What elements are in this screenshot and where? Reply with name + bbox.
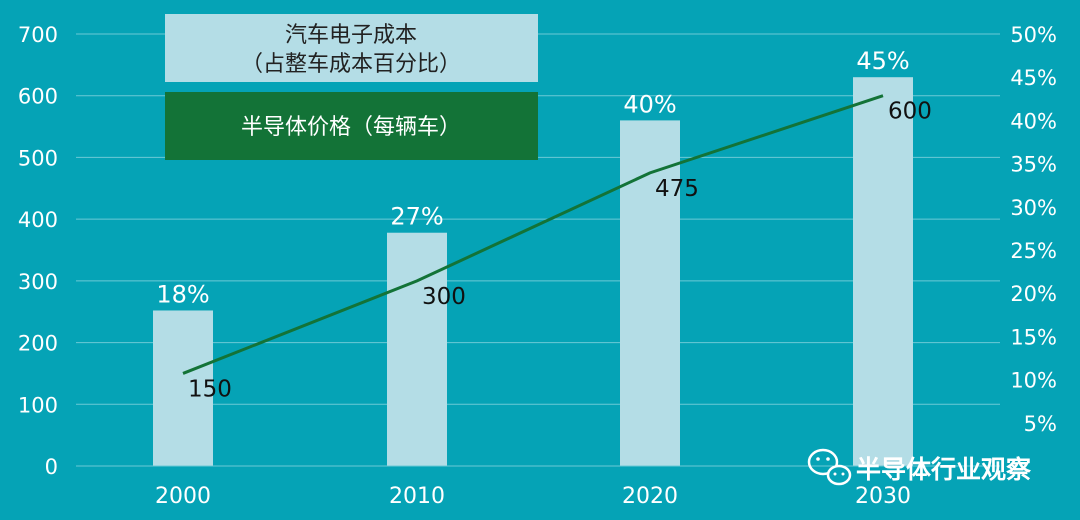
right-axis-ticks: 5% 10% 15% 20% 25% 30% 35% 40% 45% 50% — [1010, 23, 1057, 436]
right-axis-tick-label: 45% — [1010, 66, 1057, 90]
left-axis-ticks: 0 100 200 300 400 500 600 700 — [18, 23, 58, 479]
left-axis-tick-label: 200 — [18, 332, 58, 356]
bar — [620, 120, 680, 467]
x-axis-tick-label: 2000 — [155, 484, 211, 509]
right-axis-tick-label: 15% — [1010, 325, 1057, 349]
left-axis-tick-label: 400 — [18, 208, 58, 232]
bar-labels: 18% 27% 40% 45% — [156, 47, 909, 308]
watermark-text: 半导体行业观察 — [856, 455, 1032, 484]
right-axis-tick-label: 35% — [1010, 153, 1057, 177]
watermark: 半导体行业观察 — [807, 448, 1032, 486]
x-axis-tick-label: 2030 — [855, 484, 911, 509]
bar-value-label: 40% — [623, 90, 676, 118]
legend-line-label: 半导体价格（每辆车） — [241, 115, 461, 140]
bar-value-label: 27% — [390, 203, 443, 231]
right-axis-tick-label: 20% — [1010, 282, 1057, 306]
x-axis-tick-label: 2020 — [622, 484, 678, 509]
line-value-label: 300 — [422, 284, 466, 310]
left-axis-tick-label: 500 — [18, 146, 58, 170]
line-series — [182, 94, 884, 375]
x-axis-ticks: 2000 2010 2020 2030 — [76, 465, 1000, 509]
bar-value-label: 18% — [156, 280, 209, 308]
line-value-label: 150 — [188, 376, 232, 402]
legend: 汽车电子成本 （占整车成本百分比） 半导体价格（每辆车） — [165, 14, 538, 160]
right-axis-tick-label: 10% — [1010, 369, 1057, 393]
bar-value-label: 45% — [856, 47, 909, 75]
bar — [853, 77, 913, 466]
legend-box-bar — [165, 14, 538, 82]
legend-box-line — [165, 92, 538, 160]
line-value-label: 600 — [888, 99, 932, 125]
x-axis-tick-label: 2010 — [389, 484, 445, 509]
right-axis-tick-label: 40% — [1010, 109, 1057, 133]
legend-bar-line2: （占整车成本百分比） — [241, 52, 461, 77]
wechat-icon — [807, 448, 852, 486]
right-axis-tick-label: 5% — [1024, 412, 1057, 436]
bar — [153, 310, 213, 466]
line-path — [182, 94, 884, 375]
right-axis-tick-label: 25% — [1010, 239, 1057, 263]
right-axis-tick-label: 50% — [1010, 23, 1057, 47]
left-axis-tick-label: 700 — [18, 23, 58, 47]
right-axis-tick-label: 30% — [1010, 196, 1057, 220]
left-axis-tick-label: 300 — [18, 270, 58, 294]
line-labels: 150 300 475 600 — [188, 99, 932, 403]
bar — [387, 232, 447, 466]
bar-series — [153, 77, 913, 467]
line-value-label: 475 — [655, 176, 699, 202]
left-axis-tick-label: 600 — [18, 85, 58, 109]
left-axis-tick-label: 0 — [45, 455, 58, 479]
legend-bar-line1: 汽车电子成本 — [285, 23, 417, 48]
left-axis-tick-label: 100 — [18, 393, 58, 417]
